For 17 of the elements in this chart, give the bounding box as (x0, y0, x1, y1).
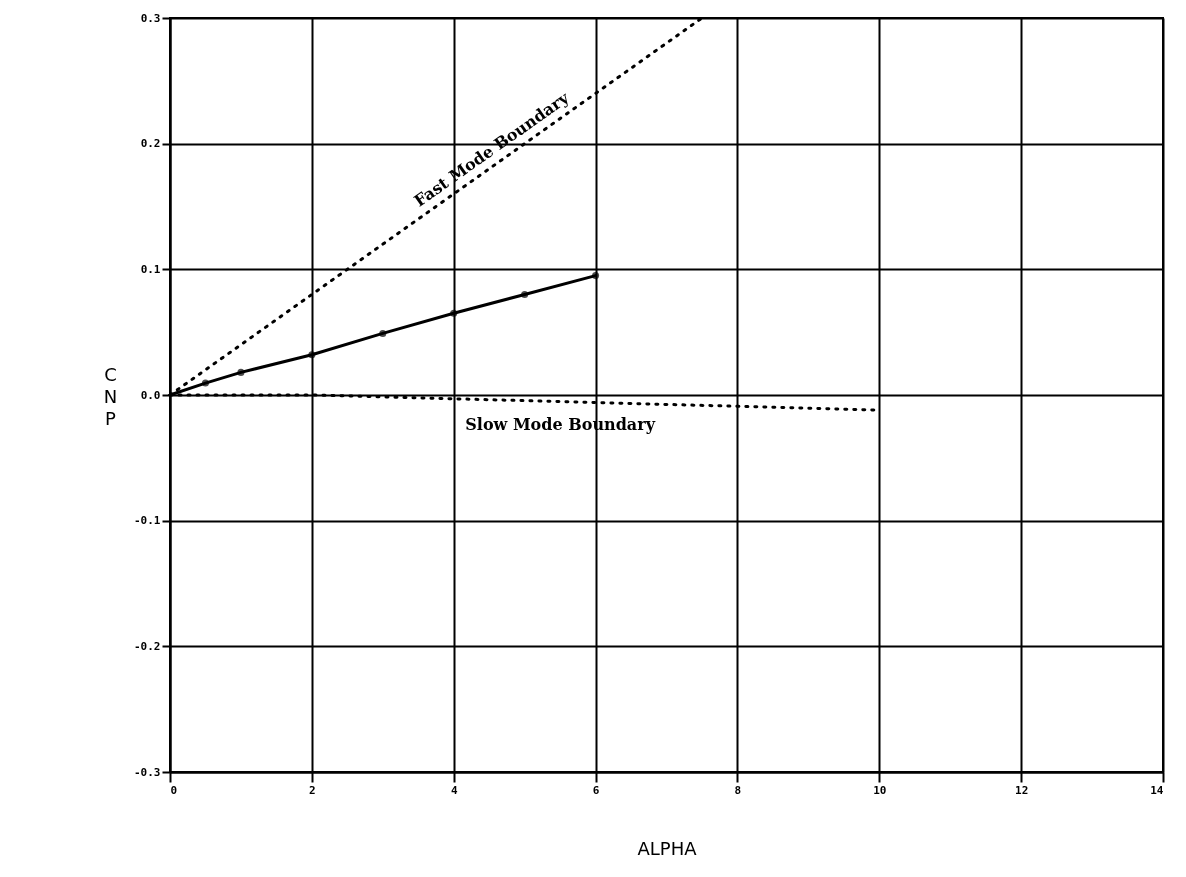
y-tick-label: 0.2 (140, 137, 161, 151)
y-tick-label: -0.1 (134, 514, 161, 528)
x-tick-label: 4 (450, 783, 458, 797)
y-tick-label: -0.2 (134, 639, 161, 653)
x-tick-label: 8 (734, 783, 742, 797)
y-tick-label: 0.1 (140, 262, 161, 276)
y-tick-label: 0.3 (140, 11, 161, 25)
x-tick-label: 14 (1150, 783, 1164, 797)
x-tick-label: 12 (1015, 783, 1029, 797)
y-tick-label: 0.0 (140, 388, 161, 402)
x-tick-label: 0 (170, 783, 178, 797)
x-axis-title: ALPHA (637, 837, 698, 859)
y-tick-label: -0.3 (134, 765, 161, 779)
x-tick-label: 2 (309, 783, 316, 797)
y-axis-title: CNP (103, 363, 118, 429)
x-tick-label: 6 (592, 783, 600, 797)
x-tick-label: 10 (873, 783, 887, 797)
